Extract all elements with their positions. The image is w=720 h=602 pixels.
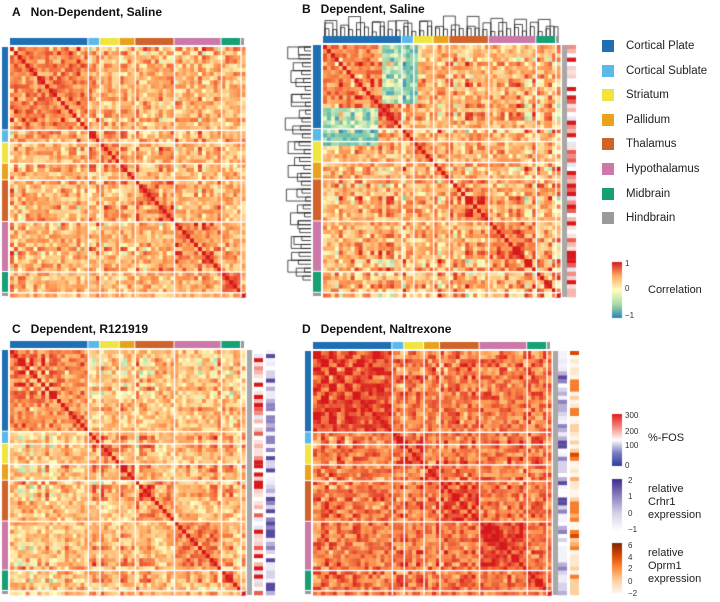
- oprm1-label-line: relative: [648, 547, 684, 559]
- tick: 2: [628, 564, 633, 573]
- legend-label: Cortical Sublate: [626, 64, 708, 77]
- tick: 2: [628, 476, 633, 485]
- tick: 0: [625, 461, 630, 470]
- correlation-label: Correlation: [648, 284, 702, 296]
- legend-label: Cortical Plate: [626, 40, 695, 52]
- legend-label: Midbrain: [626, 187, 671, 200]
- legend-swatch: [602, 138, 614, 151]
- oprm1-label-line: Oprm1: [648, 560, 682, 572]
- tick: 4: [628, 553, 633, 562]
- legend-label: Hindbrain: [626, 212, 676, 225]
- tick: 200: [625, 427, 639, 436]
- legend-item: Cortical Sublate: [602, 64, 708, 77]
- legend-swatch: [602, 89, 614, 102]
- legend-swatch: [602, 64, 614, 77]
- panel-d-title: D Dependent, Naltrexone: [302, 322, 452, 336]
- panel-letter: B: [302, 2, 311, 16]
- panel-b-title: B Dependent, Saline: [302, 2, 425, 16]
- panel-title-text: Dependent, Naltrexone: [320, 322, 452, 336]
- tick: 0: [628, 509, 633, 518]
- legend-item: Cortical Plate: [602, 40, 694, 52]
- legend-label: Striatum: [626, 89, 669, 102]
- tick: 300: [625, 411, 639, 420]
- tick: 6: [628, 541, 633, 550]
- legend-item: Thalamus: [602, 138, 677, 151]
- tick: 100: [625, 441, 639, 450]
- legend-label: Hypothalamus: [626, 163, 700, 175]
- tick: 0: [628, 577, 633, 586]
- legend-label: Pallidum: [626, 113, 671, 126]
- panel-a-title: A Non-Dependent, Saline: [12, 5, 163, 19]
- oprm1-label-line: expression: [648, 573, 702, 585]
- legend-label: Thalamus: [626, 138, 677, 151]
- legend-swatch: [602, 187, 614, 200]
- panel-letter: A: [12, 5, 21, 19]
- tick: 1: [625, 259, 630, 268]
- legend-swatch: [602, 113, 614, 126]
- legend-item: Striatum: [602, 89, 669, 102]
- legend-swatch: [602, 212, 614, 225]
- tick: −1: [625, 311, 635, 320]
- crhr1-label-line: relative: [648, 483, 684, 495]
- legend-swatch: [602, 40, 614, 52]
- crhr1-label: relative Crhr1 expression: [648, 483, 701, 522]
- legend-swatch: [602, 163, 614, 175]
- fos-label: %-FOS: [648, 432, 685, 444]
- legend-item: Hindbrain: [602, 212, 676, 225]
- tick: −2: [628, 589, 638, 598]
- legend-item: Midbrain: [602, 187, 671, 200]
- panel-letter: D: [302, 322, 311, 336]
- crhr1-label-line: expression: [648, 509, 702, 521]
- panel-title-text: Dependent, Saline: [320, 2, 425, 16]
- panel-c-title: C Dependent, R121919: [12, 322, 149, 336]
- legend-item: Pallidum: [602, 113, 671, 126]
- legend-item: Hypothalamus: [602, 163, 700, 175]
- oprm1-label: relative Oprm1 expression: [648, 547, 701, 586]
- panel-title-text: Dependent, R121919: [30, 322, 149, 336]
- tick: 1: [628, 492, 633, 501]
- crhr1-label-line: Crhr1: [648, 496, 676, 508]
- tick: 0: [625, 284, 630, 293]
- panel-title-text: Non-Dependent, Saline: [30, 5, 163, 19]
- panel-letter: C: [12, 322, 21, 336]
- tick: −1: [628, 525, 638, 534]
